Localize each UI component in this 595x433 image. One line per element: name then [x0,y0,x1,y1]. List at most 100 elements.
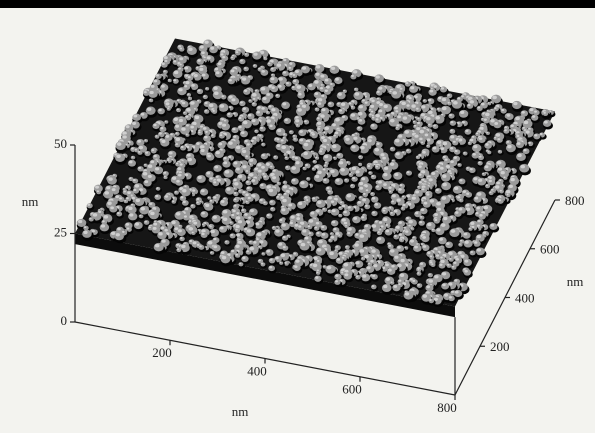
grain [391,90,401,99]
grain [103,190,113,199]
grain-highlight [338,234,340,236]
grain [128,212,137,220]
grain-highlight [270,200,273,202]
grain-highlight [284,153,286,154]
grain-highlight [371,99,375,102]
grain [239,59,245,64]
grain-highlight [213,216,217,219]
grain-highlight [368,139,372,142]
grain [254,129,258,133]
grain [454,149,460,154]
grain-highlight [303,167,305,168]
grain-highlight [199,245,202,247]
grain-highlight [389,191,391,192]
grain-highlight [205,204,209,207]
grain [473,240,480,246]
grain-highlight [522,127,525,129]
grain-highlight [289,67,292,69]
grain-highlight [263,201,265,203]
grain-highlight [525,130,529,133]
grain-highlight [242,165,246,168]
grain [131,156,135,160]
grain [212,244,221,251]
grain [196,175,205,183]
grain-highlight [294,138,296,140]
grain [235,228,240,233]
grain-highlight [436,202,441,206]
grain [190,204,195,209]
grain-highlight [463,152,465,154]
grain-highlight [239,117,242,119]
grain [235,51,241,56]
grain-highlight [172,177,176,180]
grain-highlight [112,188,116,191]
grain-highlight [456,258,459,261]
grain-highlight [371,249,375,252]
grain-highlight [255,90,257,92]
grain-highlight [144,91,147,93]
grain-highlight [257,111,260,114]
grain-highlight [485,143,488,146]
grain-highlight [226,187,230,190]
grain-highlight [447,264,449,266]
grain-highlight [344,222,347,225]
grain [284,153,288,157]
grain-highlight [431,263,433,265]
grain-highlight [292,86,295,88]
grain-highlight [418,186,420,188]
grain-highlight [294,253,296,255]
grain-highlight [224,157,227,159]
grain-highlight [317,201,321,204]
grain-highlight [221,251,225,254]
grain [350,184,355,188]
grain-highlight [194,74,198,77]
grain-highlight [402,196,404,198]
grain-highlight [319,150,322,152]
grain [179,47,185,52]
grain-highlight [211,134,213,136]
grain-highlight [501,171,505,174]
grain [338,206,343,210]
grain-highlight [184,215,187,217]
grain [533,110,539,115]
grain [450,120,456,125]
grain-highlight [498,167,502,170]
grain-highlight [442,98,446,101]
grain [230,233,236,238]
grain [516,141,524,148]
grain [231,127,238,133]
grain [182,200,189,206]
grain-highlight [486,132,488,133]
grain-highlight [244,89,247,92]
grain-highlight [359,187,363,190]
grain-highlight [386,224,389,226]
grain [159,126,166,132]
grain-highlight [422,236,426,239]
grain-highlight [360,234,365,238]
grain-highlight [162,63,165,65]
grain-highlight [344,273,348,276]
grain-highlight [317,260,320,262]
grain-highlight [414,125,416,127]
grain-highlight [428,279,433,283]
grain-highlight [414,134,418,137]
grain-highlight [188,76,191,78]
grain-highlight [262,173,265,175]
grain-highlight [318,98,322,101]
grain [87,203,93,208]
grain-highlight [190,126,194,129]
grain-highlight [293,74,295,76]
grain [224,169,234,178]
grain [241,256,248,262]
grain [261,153,268,159]
grain-highlight [322,233,325,236]
grain-highlight [165,102,169,105]
grain-highlight [272,226,274,228]
grain-highlight [235,225,239,228]
grain-highlight [415,190,419,193]
grain-highlight [317,269,319,271]
grain-highlight [454,279,457,281]
grain [397,187,405,193]
grain [361,274,370,282]
grain-highlight [421,105,425,108]
